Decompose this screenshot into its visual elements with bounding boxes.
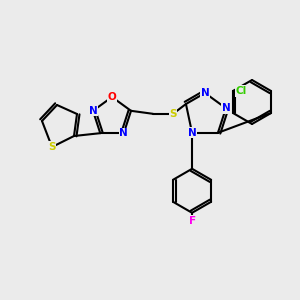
Text: S: S — [48, 142, 56, 152]
Text: N: N — [88, 106, 98, 116]
Text: N: N — [201, 88, 209, 98]
Text: O: O — [108, 92, 116, 102]
Text: N: N — [119, 128, 128, 138]
Text: S: S — [169, 109, 177, 119]
Text: N: N — [188, 128, 197, 138]
Text: N: N — [221, 103, 230, 113]
Text: Cl: Cl — [235, 86, 247, 96]
Text: F: F — [188, 216, 196, 226]
